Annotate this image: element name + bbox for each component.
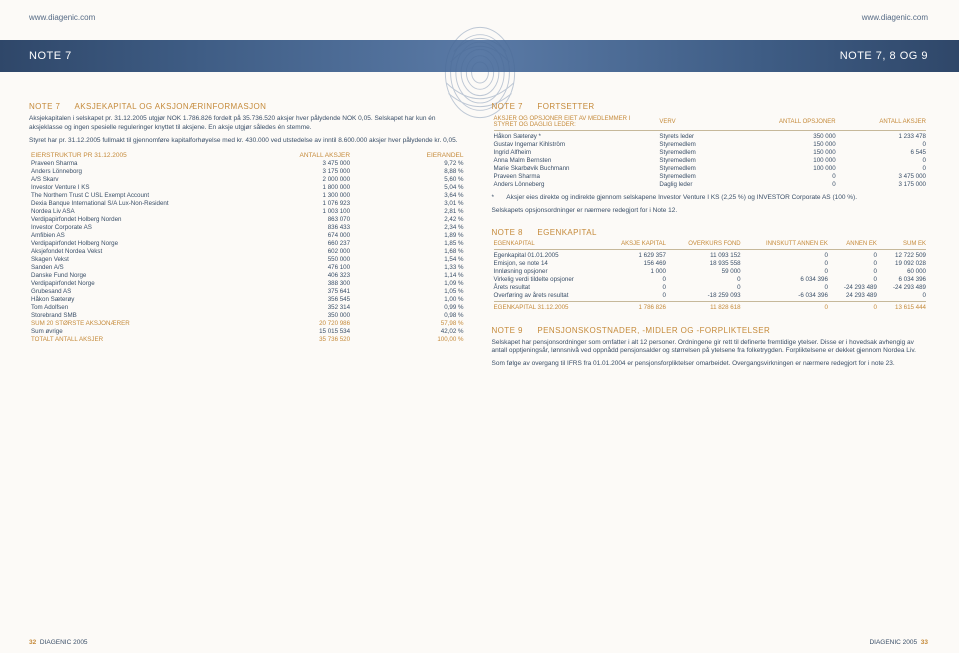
table-row: Tom Adolfsen352 3140,99 %: [29, 303, 466, 311]
note7-p2: Styret har pr. 31.12.2005 fullmakt til g…: [29, 137, 466, 146]
note9-p1: Selskapet har pensjonsordninger som omfa…: [492, 339, 929, 357]
table-row: A/S Skarv2 000 0005,60 %: [29, 175, 466, 183]
band-left: NOTE 7: [29, 50, 72, 62]
note9-p2: Som følge av overgang til IFRS fra 01.01…: [492, 360, 929, 369]
note7b-title: NOTE 7 FORTSETTER: [492, 102, 929, 111]
table-row: Praveen SharmaStyremedlem03 475 000: [492, 172, 929, 180]
table-row: Ingrid AlfheimStyremedlem150 0006 545: [492, 148, 929, 156]
equity-table: EGENKAPITAL AKSJE KAPITAL OVERKURS FOND …: [492, 241, 929, 312]
footer-left: 32 DIAGENIC 2005: [29, 639, 88, 646]
table-row: Håkon Sæterøy *Styrets leder350 0001 233…: [492, 132, 929, 140]
table-row: Marie Skarbøvik BuchmannStyremedlem100 0…: [492, 164, 929, 172]
url-left: www.diagenic.com: [29, 13, 95, 22]
table-row: Virkelig verdi tildelte opsjoner006 034 …: [492, 276, 929, 284]
table-row: Danske Fund Norge406 3231,14 %: [29, 271, 466, 279]
table-row: Skagen Vekst550 0001,54 %: [29, 255, 466, 263]
table-row: Investor Venture I KS1 800 0005,04 %: [29, 183, 466, 191]
table-row: Overføring av årets resultat0-18 259 093…: [492, 292, 929, 300]
table-row: Nordea Liv ASA1 003 1002,81 %: [29, 207, 466, 215]
table-row: Håkon Sæterøy356 5451,00 %: [29, 295, 466, 303]
table-row: Verdipapirfondet Holberg Norge660 2371,8…: [29, 239, 466, 247]
table-row: Grubesand AS375 6411,05 %: [29, 287, 466, 295]
footer-right: DIAGENIC 2005 33: [869, 639, 928, 646]
table-row: Verdipapirfondet Norge388 3001,09 %: [29, 279, 466, 287]
table-row: Anna Malm BernstenStyremedlem100 0000: [492, 156, 929, 164]
note7-p1: Aksjekapitalen i selskapet pr. 31.12.200…: [29, 115, 466, 133]
ownership-table: EIERSTRUKTUR PR 31.12.2005 ANTALL AKSJER…: [29, 151, 466, 343]
table-row: Anders Lönneborg3 175 0008,88 %: [29, 167, 466, 175]
board-table: AKSJER OG OPSJONER EIET AV MEDLEMMER I S…: [492, 115, 929, 188]
table-row: Innløsning opsjoner1 00059 0000060 000: [492, 268, 929, 276]
table-row: The Northern Trust C USL Exempt Account1…: [29, 191, 466, 199]
table-row: Gustav Ingemar KihlströmStyremedlem150 0…: [492, 140, 929, 148]
table-row: Anders LönnebergDaglig leder03 175 000: [492, 180, 929, 188]
left-column: NOTE 7 AKSJEKAPITAL OG AKSJONÆRINFORMASJ…: [29, 96, 466, 633]
note7b-star: * Aksjer eies direkte og indirekte gjenn…: [492, 194, 929, 203]
table-row: Praveen Sharma3 475 0009,72 %: [29, 159, 466, 167]
note7-title: NOTE 7 AKSJEKAPITAL OG AKSJONÆRINFORMASJ…: [29, 102, 466, 111]
table-row: Aksjefondet Nordea Vekst602 0001,68 %: [29, 247, 466, 255]
table-row: Sanden A/S476 1001,33 %: [29, 263, 466, 271]
table-row: Emisjon, se note 14156 46918 935 5580019…: [492, 260, 929, 268]
note8-title: NOTE 8 EGENKAPITAL: [492, 228, 929, 237]
table-row: Egenkapital 01.01.20051 629 35711 093 15…: [492, 252, 929, 260]
band-right: NOTE 7, 8 OG 9: [840, 50, 928, 62]
note7b-p2: Selskapets opsjonsordninger er nærmere r…: [492, 207, 929, 216]
table-row: Verdipapirfondet Holberg Norden863 0702,…: [29, 215, 466, 223]
table-row: Investor Corporate AS836 4332,34 %: [29, 223, 466, 231]
table-row: Dexia Banque International S/A Lux-Non-R…: [29, 199, 466, 207]
right-column: NOTE 7 FORTSETTER AKSJER OG OPSJONER EIE…: [492, 96, 929, 633]
table-row: Amfibien AS674 0001,89 %: [29, 231, 466, 239]
table-row: Årets resultat000-24 293 489-24 293 489: [492, 284, 929, 292]
table-row: Storebrand SMB350 0000,98 %: [29, 311, 466, 319]
note9-title: NOTE 9 PENSJONSKOSTNADER, -MIDLER OG -FO…: [492, 326, 929, 335]
url-right: www.diagenic.com: [862, 13, 928, 22]
